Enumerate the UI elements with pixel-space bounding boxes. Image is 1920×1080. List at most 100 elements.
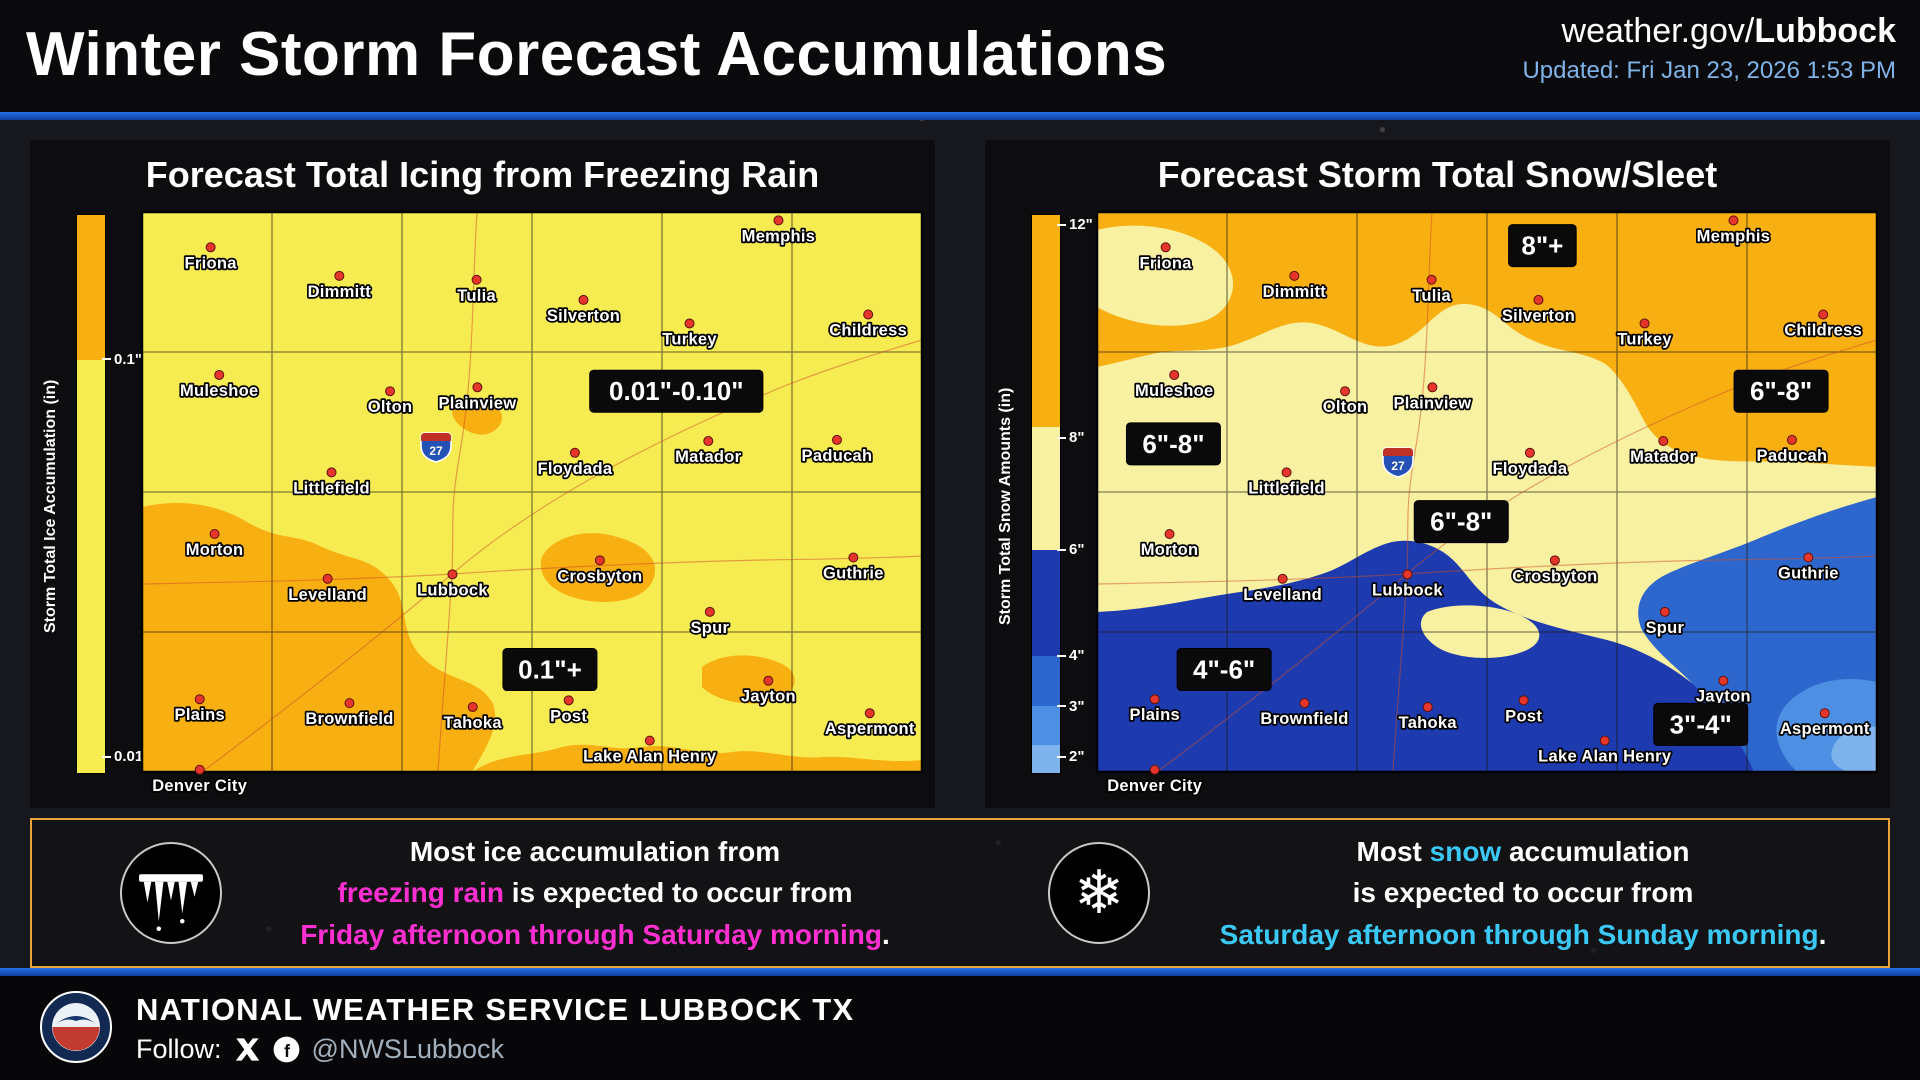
city-label: Turkey bbox=[662, 330, 717, 348]
tick-label: 12" bbox=[1069, 216, 1093, 234]
city-dot bbox=[684, 318, 695, 329]
city-dot bbox=[864, 708, 875, 719]
city-dot bbox=[472, 382, 483, 393]
note-highlight: Saturday afternoon through Sunday mornin… bbox=[1219, 918, 1819, 950]
bottom-divider bbox=[0, 968, 1920, 976]
city-label: Dimmitt bbox=[1263, 283, 1327, 301]
city-dot bbox=[578, 294, 589, 305]
snow-colorbar-zone: Storm Total Snow Amounts (in) 12" 8" 6" 4" 3… bbox=[985, 212, 1097, 800]
city-label: Paducah bbox=[1757, 447, 1828, 465]
city-label: Denver City bbox=[1107, 777, 1203, 795]
tick-label: 6" bbox=[1069, 541, 1085, 558]
snow-map-svg: 27 Friona Dimmitt Tulia Silverton Turkey Memp… bbox=[1095, 210, 1879, 796]
city-label: Post bbox=[1505, 707, 1542, 725]
note-segment: is expected to occur from bbox=[503, 877, 853, 909]
city-label: Friona bbox=[1140, 254, 1193, 272]
city-label: Paducah bbox=[802, 447, 873, 465]
county-grid bbox=[142, 212, 922, 772]
ice-panel: Forecast Total Icing from Freezing Rain … bbox=[30, 140, 935, 808]
accumulation-label: 6"-8" bbox=[1142, 429, 1204, 459]
snow-map-zone: 27 Friona Dimmitt Tulia Silverton Turkey Memp… bbox=[1095, 210, 1879, 796]
top-divider bbox=[0, 112, 1920, 120]
snow-panel-title: Forecast Storm Total Snow/Sleet bbox=[1157, 154, 1718, 195]
city-dot bbox=[1277, 573, 1288, 584]
tick-mark bbox=[1057, 223, 1066, 226]
accumulation-label: 0.01"-0.10" bbox=[609, 376, 744, 406]
city-dot bbox=[1289, 270, 1300, 281]
city-dot bbox=[773, 215, 784, 226]
footer: NATIONAL WEATHER SERVICE LUBBOCK TX Foll… bbox=[0, 976, 1920, 1080]
city-label: Aspermont bbox=[825, 720, 915, 738]
map-border bbox=[1095, 210, 1879, 774]
facebook-icon[interactable]: f bbox=[273, 1036, 300, 1063]
accumulation-label-box bbox=[1176, 648, 1272, 692]
snow-note-line-2: is expected to occur from bbox=[1186, 872, 1860, 913]
snow-note-text: Most snow accumulation is expected to oc… bbox=[1186, 831, 1860, 955]
note-highlight: freezing rain bbox=[337, 877, 504, 909]
city-dot bbox=[1549, 555, 1560, 566]
city-label: Olton bbox=[1323, 398, 1368, 416]
city-dot bbox=[344, 698, 355, 709]
interstate-27-shield: 27 bbox=[1382, 447, 1414, 478]
city-dot bbox=[194, 694, 205, 705]
city-label: Levelland bbox=[288, 586, 367, 604]
interstate-27-number: 27 bbox=[429, 444, 443, 458]
city-label: Tulia bbox=[457, 287, 496, 305]
snow-note-line-3: Saturday afternoon through Sunday mornin… bbox=[1186, 914, 1860, 955]
map-border bbox=[140, 210, 924, 774]
ice-map-zone: 27 Friona Dimmitt Tulia Silverton Turkey Memp… bbox=[140, 210, 924, 796]
city-label: Dimmitt bbox=[308, 283, 372, 301]
city-label: Tahoka bbox=[444, 714, 503, 732]
icicles-icon bbox=[120, 842, 222, 944]
snow-colorbar-ticks: 12" 8" 6" 4" 3" 2" bbox=[1057, 214, 1097, 774]
city-label: Friona bbox=[185, 254, 238, 272]
city-label: Littlefield bbox=[1248, 479, 1325, 497]
tick-label: 2" bbox=[1069, 748, 1085, 766]
city-label: Lake Alan Henry bbox=[583, 748, 717, 766]
social-handle[interactable]: @NWSLubbock bbox=[311, 1034, 505, 1064]
colorbar-tick: 3" bbox=[1057, 698, 1084, 715]
city-label: Guthrie bbox=[823, 565, 884, 583]
accumulation-label-box bbox=[1508, 224, 1577, 268]
tick-mark bbox=[102, 358, 111, 361]
city-dot bbox=[214, 369, 225, 380]
colorbar-tick: 12" bbox=[1057, 216, 1093, 233]
snow-note-line-1: Most snow accumulation bbox=[1186, 831, 1860, 872]
snow-4-6-region bbox=[1097, 540, 1757, 772]
tick-label: 0.1" bbox=[114, 350, 142, 368]
footer-follow-row: Follow: f @NWSLubbock bbox=[136, 1034, 504, 1065]
snow-note: ❄ Most snow accumulation is expected to … bbox=[960, 820, 1888, 966]
city-label: Lubbock bbox=[1372, 581, 1443, 599]
city-label: Silverton bbox=[1502, 307, 1575, 325]
city-dot bbox=[1718, 675, 1729, 686]
city-dot bbox=[704, 606, 715, 617]
city-label: Post bbox=[550, 707, 587, 725]
city-label: Guthrie bbox=[1778, 565, 1839, 583]
city-dot bbox=[326, 467, 337, 478]
tick-mark bbox=[102, 755, 111, 758]
interstate-27-number: 27 bbox=[1391, 459, 1405, 473]
accumulation-label-box bbox=[1733, 369, 1829, 413]
city-dot bbox=[1281, 467, 1292, 478]
city-label: Morton bbox=[186, 541, 244, 559]
city-label: Lubbock bbox=[417, 581, 488, 599]
colorbar-tick: 0.1" bbox=[102, 351, 142, 368]
city-dot bbox=[1803, 552, 1814, 563]
city-label: Tahoka bbox=[1399, 714, 1458, 732]
city-dot bbox=[1299, 698, 1310, 709]
city-label: Crosbyton bbox=[1512, 567, 1597, 585]
city-label: Turkey bbox=[1617, 330, 1672, 348]
city-label: Tulia bbox=[1412, 287, 1451, 305]
city-dot bbox=[1818, 309, 1829, 320]
header-right: weather.gov/Lubbock Updated: Fri Jan 23,… bbox=[1522, 12, 1896, 85]
x-twitter-icon[interactable] bbox=[234, 1036, 261, 1063]
city-dot bbox=[205, 242, 216, 253]
highway-lines bbox=[1096, 211, 1878, 773]
city-label: Brownfield bbox=[305, 710, 393, 728]
city-dot bbox=[1524, 447, 1535, 458]
snow-annotations: 8"+ 6"-8" 6"-8" 6"-8" 4"-6" 3"-4" bbox=[1125, 224, 1829, 746]
city-label: Memphis bbox=[742, 227, 816, 245]
website-link[interactable]: weather.gov/Lubbock bbox=[1522, 12, 1896, 51]
accumulation-label-box bbox=[1125, 422, 1221, 466]
footer-org-name: NATIONAL WEATHER SERVICE LUBBOCK TX bbox=[136, 992, 855, 1027]
